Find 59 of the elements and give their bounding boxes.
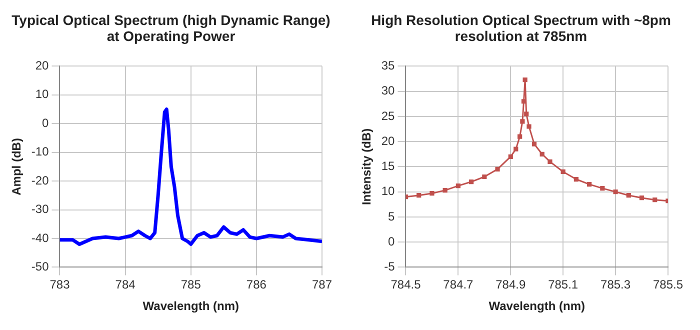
point: [469, 179, 474, 184]
y-tick-label: 0: [388, 234, 396, 248]
y-tick-label: 10: [35, 87, 50, 102]
point: [442, 188, 448, 193]
x-tick-label: 785.5: [652, 278, 684, 292]
x-tick-label: 785: [180, 278, 202, 292]
x-tick-label: 786: [246, 278, 267, 292]
point: [574, 176, 579, 182]
point: [587, 182, 592, 187]
point: [540, 152, 544, 156]
point: [639, 196, 644, 200]
point: [430, 191, 434, 196]
y-axis-title: Intensity (dB): [360, 128, 374, 206]
y-tick-label: -5: [384, 260, 396, 274]
y-tick-label: -20: [31, 173, 50, 188]
y-tick-label: -40: [31, 230, 50, 245]
x-tick-label: 785.3: [600, 278, 631, 292]
point: [626, 193, 631, 198]
x-tick-label: 784: [115, 278, 136, 292]
y-tick-label: 10: [381, 184, 396, 198]
chart-title: High Resolution Optical Spectrum with ~8pm resolution at 785nm: [370, 11, 672, 46]
y-tick-label: -30: [31, 202, 50, 216]
y-tick-label: -50: [31, 260, 50, 274]
x-tick-label: 785.1: [548, 278, 578, 292]
x-tick-label: 784.9: [496, 278, 526, 292]
point: [532, 142, 537, 146]
point: [495, 166, 500, 172]
x-tick-label: 784.5: [390, 278, 422, 292]
point: [482, 174, 487, 180]
y-axis-title: Ampl (dB): [10, 138, 24, 196]
y-tick-label: 5: [388, 209, 396, 224]
y-tick-label: -10: [31, 144, 50, 159]
x-tick-label: 787: [312, 278, 332, 292]
point: [520, 119, 525, 124]
y-tick-label: 30: [381, 84, 396, 98]
point: [514, 146, 518, 152]
y-tick-label: 20: [35, 58, 50, 73]
x-tick-label: 784.7: [443, 278, 474, 292]
y-tick-label: 0: [42, 116, 50, 130]
point: [526, 124, 532, 129]
point: [524, 112, 529, 116]
y-tick-label: 20: [381, 134, 396, 148]
point: [560, 169, 566, 174]
x-tick-label: 783: [50, 278, 70, 292]
y-tick-label: 25: [381, 108, 396, 123]
point: [548, 159, 552, 164]
point: [522, 77, 528, 82]
point: [416, 193, 422, 198]
point: [652, 198, 658, 202]
point: [613, 190, 618, 194]
point: [600, 186, 605, 191]
x-axis-title: Wavelength (nm): [142, 299, 239, 314]
y-tick-label: 35: [381, 58, 396, 73]
x-axis-title: Wavelength (nm): [488, 299, 585, 314]
y-tick-label: 15: [381, 159, 396, 174]
point: [508, 154, 513, 159]
chart-title: Typical Optical Spectrum (high Dynamic Range) at Operating Power: [10, 11, 332, 46]
point: [518, 134, 522, 139]
point: [456, 183, 460, 188]
